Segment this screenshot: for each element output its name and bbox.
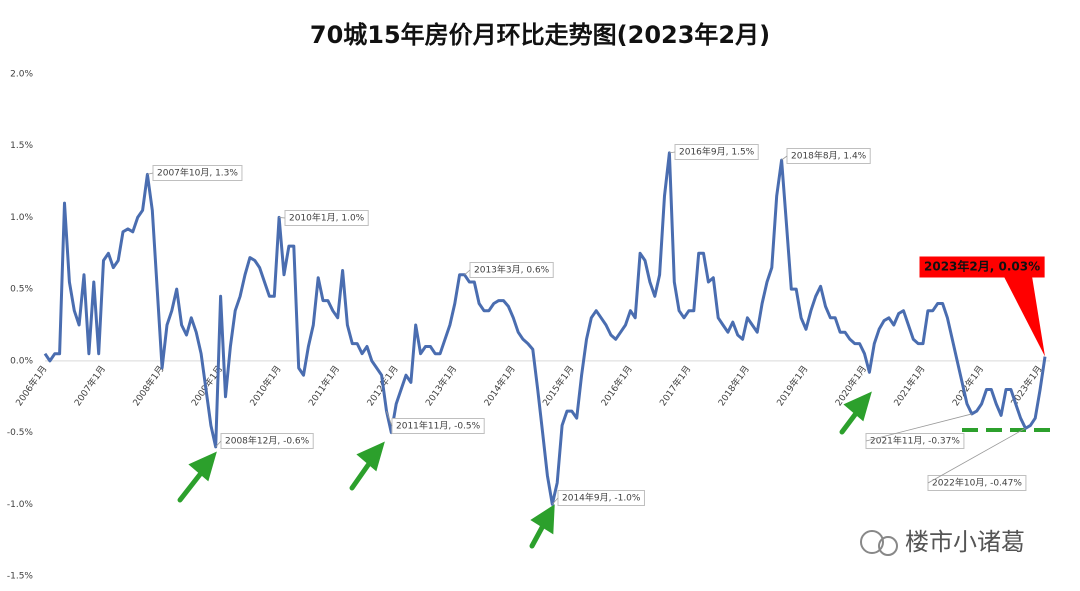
annotation: 2007年10月, 1.3% xyxy=(147,165,243,181)
leader xyxy=(215,440,222,448)
y-tick-label: 0.5% xyxy=(10,285,33,295)
chart-title: 70城15年房价月环比走势图(2023年2月) xyxy=(310,21,770,49)
annotation: 2010年1月, 1.0% xyxy=(279,210,369,226)
annotation: 2016年9月, 1.5% xyxy=(669,144,759,160)
callout xyxy=(1004,277,1045,357)
annotation: 2014年9月, -1.0% xyxy=(552,490,645,506)
line xyxy=(43,151,1047,506)
arrow-head xyxy=(188,451,217,482)
watermark: 楼市小诸葛 xyxy=(860,528,1025,556)
annotation: 2023年2月, 0.03% xyxy=(919,256,1045,357)
arrow-head xyxy=(843,391,872,422)
annotation-text: 2022年10月, -0.47% xyxy=(932,477,1022,489)
watermark-icon xyxy=(878,536,898,556)
y-tick-label: -1.0% xyxy=(7,500,34,510)
leader xyxy=(147,172,154,175)
annotation: 2013年3月, 0.6% xyxy=(464,262,554,278)
annotation-text: 2016年9月, 1.5% xyxy=(679,146,755,158)
annotation-text: 2023年2月, 0.03% xyxy=(924,259,1040,274)
watermark-text: 楼市小诸葛 xyxy=(905,528,1025,556)
leader xyxy=(927,427,1026,484)
watermark-icon xyxy=(860,530,884,554)
annotation-text: 2011年11月, -0.5% xyxy=(396,420,481,432)
annotation: 2022年10月, -0.47% xyxy=(927,427,1027,491)
y-tick-label: -1.5% xyxy=(7,572,34,582)
annotation-text: 2008年12月, -0.6% xyxy=(225,435,310,447)
arrow-head xyxy=(530,504,555,535)
annotation: 2011年11月, -0.5% xyxy=(386,410,485,434)
annotation-text: 2014年9月, -1.0% xyxy=(562,492,641,504)
annotation: 2018年8月, 1.4% xyxy=(781,148,871,164)
annotation-box xyxy=(919,256,1045,278)
y-tick-label: 1.5% xyxy=(10,141,33,151)
annotation-text: 2021年11月, -0.37% xyxy=(870,435,960,447)
leader xyxy=(669,151,676,154)
leader xyxy=(865,413,972,442)
annotation-text: 2010年1月, 1.0% xyxy=(289,212,365,224)
leader xyxy=(386,410,393,427)
y-tick-label: 0.0% xyxy=(10,356,33,366)
arrows xyxy=(177,391,872,549)
leader xyxy=(781,155,788,161)
y-tick-label: 2.0% xyxy=(10,70,33,80)
y-tick-label: 1.0% xyxy=(10,213,33,223)
annotation-text: 2013年3月, 0.6% xyxy=(474,264,550,276)
leader xyxy=(552,497,559,505)
leader xyxy=(279,217,286,219)
arrow-head xyxy=(356,441,385,472)
leader xyxy=(464,269,471,276)
annotation-text: 2018年8月, 1.4% xyxy=(791,150,867,162)
annotation: 2008年12月, -0.6% xyxy=(215,433,314,449)
annotation: 2021年11月, -0.37% xyxy=(865,413,972,449)
annotation-text: 2007年10月, 1.3% xyxy=(157,167,238,179)
y-tick-label: -0.5% xyxy=(7,428,34,438)
